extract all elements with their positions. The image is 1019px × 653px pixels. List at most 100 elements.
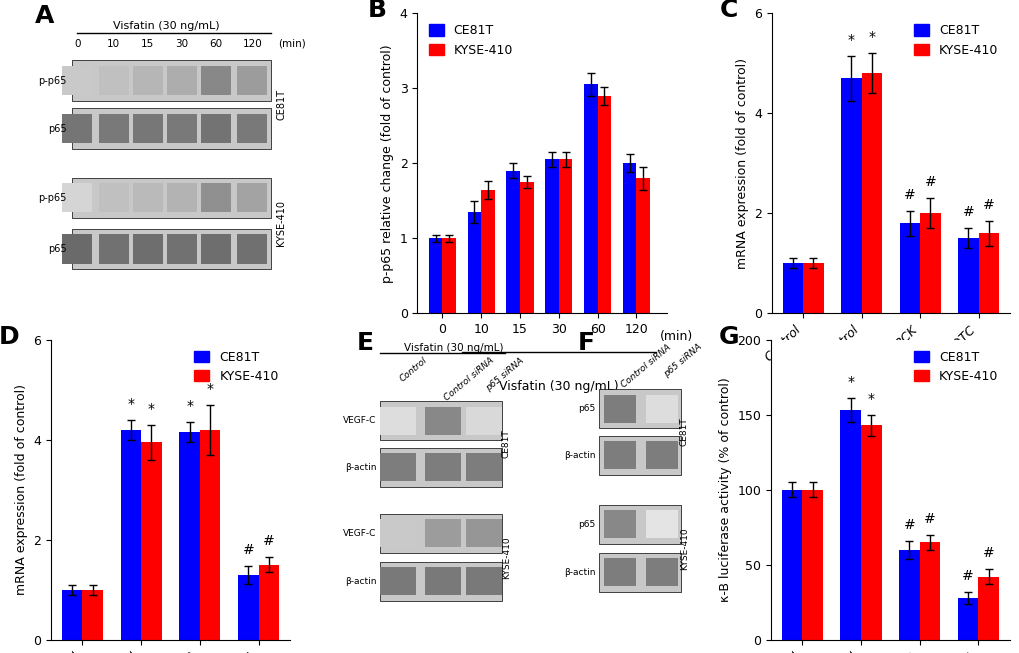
Text: Control: Control xyxy=(398,356,429,384)
Legend: CE81T, KYSE-410: CE81T, KYSE-410 xyxy=(908,346,1003,388)
Bar xyxy=(72,108,270,149)
Text: #: # xyxy=(263,534,274,549)
Bar xyxy=(132,234,163,264)
Text: G: G xyxy=(717,325,738,349)
Bar xyxy=(598,482,681,498)
Text: F: F xyxy=(577,330,594,355)
Text: #: # xyxy=(962,205,973,219)
Bar xyxy=(466,567,501,596)
Bar xyxy=(861,73,881,313)
Text: p65: p65 xyxy=(48,244,66,254)
Text: C: C xyxy=(719,0,738,22)
Bar xyxy=(481,189,494,313)
Text: Visfatin  (30 ng/mL): Visfatin (30 ng/mL) xyxy=(857,379,981,392)
Text: *: * xyxy=(148,402,155,416)
Legend: CE81T, KYSE-410: CE81T, KYSE-410 xyxy=(423,20,518,61)
Bar xyxy=(603,394,636,422)
Text: A: A xyxy=(36,4,55,28)
Y-axis label: p-p65 relative change (fold of control): p-p65 relative change (fold of control) xyxy=(381,44,393,283)
Bar xyxy=(201,183,230,212)
Text: Visfatin (30 ng/mL): Visfatin (30 ng/mL) xyxy=(113,21,219,31)
Text: p65: p65 xyxy=(578,404,595,413)
Bar xyxy=(201,114,230,144)
Text: #: # xyxy=(243,543,254,557)
Bar xyxy=(132,66,163,95)
Bar xyxy=(545,159,558,313)
Text: #: # xyxy=(961,569,973,583)
Bar xyxy=(72,178,270,218)
Bar xyxy=(237,66,267,95)
Bar xyxy=(466,453,501,481)
Text: β-actin: β-actin xyxy=(564,568,595,577)
Bar xyxy=(505,170,520,313)
Legend: CE81T, KYSE-410: CE81T, KYSE-410 xyxy=(190,346,283,388)
Bar xyxy=(72,155,270,170)
Bar xyxy=(237,234,267,264)
Bar xyxy=(258,565,279,640)
Text: Control siRNA: Control siRNA xyxy=(442,356,495,403)
Bar xyxy=(840,410,860,640)
Bar xyxy=(99,114,128,144)
Text: #: # xyxy=(923,175,935,189)
Text: KYSE-410: KYSE-410 xyxy=(679,527,688,569)
Bar xyxy=(166,234,197,264)
Bar xyxy=(380,519,416,547)
Bar xyxy=(380,401,501,440)
Text: p-p65: p-p65 xyxy=(39,193,66,203)
Bar xyxy=(860,425,880,640)
Bar xyxy=(380,567,416,596)
Bar xyxy=(62,234,92,264)
Bar xyxy=(424,407,461,435)
Bar xyxy=(200,430,220,640)
Bar xyxy=(802,490,822,640)
Bar xyxy=(380,448,501,486)
Bar xyxy=(62,114,92,144)
Bar xyxy=(442,238,455,313)
Text: Visfatin (30 ng/mL): Visfatin (30 ng/mL) xyxy=(498,379,618,392)
Text: CE81T: CE81T xyxy=(679,417,688,446)
Text: *: * xyxy=(867,30,874,44)
Bar xyxy=(120,430,141,640)
Bar xyxy=(603,510,636,538)
Text: Visfatin (30 ng/mL): Visfatin (30 ng/mL) xyxy=(404,343,503,353)
Bar xyxy=(781,490,802,640)
Text: Control siRNA: Control siRNA xyxy=(620,343,673,389)
Bar xyxy=(977,577,998,640)
Y-axis label: mRNA expression (fold of control): mRNA expression (fold of control) xyxy=(735,57,748,269)
Bar xyxy=(466,407,501,435)
Text: 15: 15 xyxy=(141,39,154,48)
Text: #: # xyxy=(903,188,915,202)
Bar xyxy=(597,96,610,313)
Text: 0: 0 xyxy=(73,39,81,48)
Text: p65 siRNA: p65 siRNA xyxy=(484,356,525,393)
Bar xyxy=(166,183,197,212)
Text: #: # xyxy=(923,512,934,526)
Bar xyxy=(645,441,678,470)
Text: CE81T: CE81T xyxy=(501,430,511,458)
Bar xyxy=(957,238,977,313)
Bar xyxy=(520,182,533,313)
Bar xyxy=(141,442,162,640)
Text: β-actin: β-actin xyxy=(564,451,595,460)
Bar xyxy=(99,183,128,212)
Bar xyxy=(380,453,416,481)
Bar xyxy=(62,183,92,212)
Text: #: # xyxy=(903,518,914,532)
Text: *: * xyxy=(847,375,853,389)
Bar xyxy=(899,223,919,313)
Bar xyxy=(237,114,267,144)
Bar xyxy=(919,214,940,313)
Bar xyxy=(424,519,461,547)
Bar xyxy=(645,558,678,586)
Text: *: * xyxy=(127,396,135,411)
Bar xyxy=(957,598,977,640)
Text: 10: 10 xyxy=(107,39,120,48)
Bar xyxy=(166,114,197,144)
Bar xyxy=(72,60,270,101)
Bar xyxy=(598,389,681,428)
Bar xyxy=(603,558,636,586)
Text: *: * xyxy=(207,381,213,396)
Bar xyxy=(380,562,501,601)
Bar xyxy=(132,183,163,212)
Y-axis label: κ-B luciferase activity (% of control): κ-B luciferase activity (% of control) xyxy=(718,377,731,602)
